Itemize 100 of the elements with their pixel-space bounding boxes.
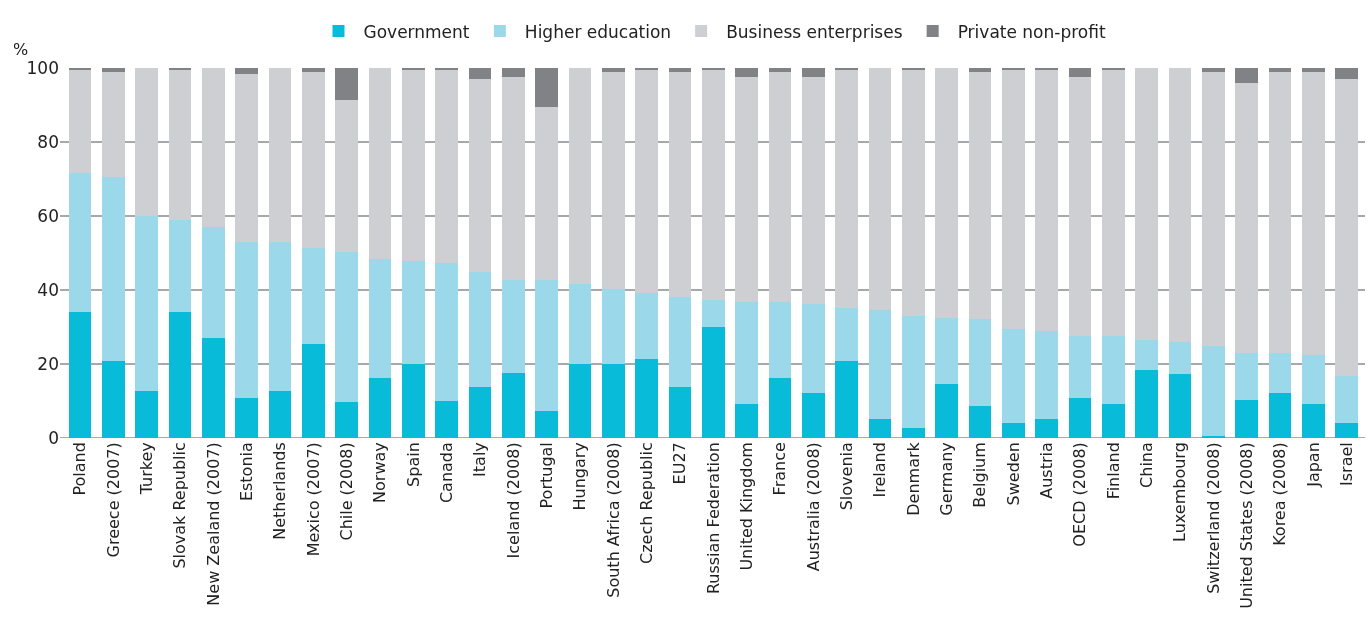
bar <box>268 68 292 242</box>
legend-label: Business enterprises <box>726 21 903 42</box>
bar <box>1035 69 1058 332</box>
x-tick-label: Slovenia <box>836 442 856 511</box>
bar <box>535 410 558 438</box>
bar <box>468 271 492 388</box>
x-tick-label: Czech Republic <box>636 442 656 565</box>
bar <box>1035 331 1058 420</box>
bar <box>735 301 758 404</box>
bar <box>1135 339 1158 371</box>
x-tick-label: Canada <box>436 442 456 504</box>
x-tick-label: Chile (2008) <box>336 442 356 541</box>
bar <box>535 280 558 411</box>
bar <box>568 284 592 364</box>
bar <box>202 68 225 228</box>
bar <box>568 68 592 285</box>
bar <box>335 99 358 252</box>
bar <box>1202 68 1225 73</box>
bar <box>335 402 358 438</box>
bar <box>902 69 925 317</box>
bar <box>735 68 758 77</box>
x-tick-label: Slovak Republic <box>170 442 190 569</box>
y-tick-label: 80 <box>37 131 59 152</box>
x-tick-label: Australia (2008) <box>803 442 823 572</box>
bar <box>1135 370 1158 438</box>
bar <box>1302 72 1325 356</box>
bar <box>102 177 125 362</box>
bar <box>502 68 525 77</box>
bar <box>802 68 825 77</box>
bar <box>202 227 225 339</box>
bar <box>1268 393 1292 438</box>
x-tick-label: Hungary <box>570 442 590 511</box>
bar <box>835 361 858 438</box>
bar <box>602 363 625 438</box>
bar <box>135 391 158 438</box>
bar <box>135 216 158 392</box>
x-tick-label: Austria <box>1036 442 1056 499</box>
bar <box>702 300 725 327</box>
bar <box>1202 72 1225 347</box>
bar <box>535 68 558 107</box>
x-tick-label: United States (2008) <box>1236 442 1256 609</box>
bar <box>168 220 192 312</box>
x-tick-label: OECD (2008) <box>1070 442 1090 547</box>
y-tick-label: 100 <box>26 57 59 78</box>
x-tick-label: Netherlands <box>270 442 290 540</box>
bar <box>468 78 492 272</box>
bar <box>935 384 958 438</box>
bar <box>168 311 192 438</box>
x-tick-label: Japan <box>1303 442 1323 488</box>
bar <box>202 338 225 438</box>
bar <box>535 106 558 281</box>
bar <box>368 378 392 438</box>
bar <box>702 327 725 438</box>
bar <box>1235 352 1258 401</box>
bar <box>102 68 125 73</box>
bar <box>302 68 325 73</box>
bar <box>1102 336 1125 404</box>
bar <box>1068 68 1092 77</box>
bar <box>368 68 392 259</box>
y-tick-label: 0 <box>48 427 59 448</box>
x-tick-label: Estonia <box>236 442 256 502</box>
bar <box>835 308 858 362</box>
bar <box>735 403 758 438</box>
bar <box>1268 72 1292 353</box>
bar <box>635 292 658 360</box>
bar <box>68 69 92 174</box>
bar <box>1235 83 1258 353</box>
bar <box>235 241 258 398</box>
y-tick-label: 40 <box>37 279 59 300</box>
x-tick-label: Russian Federation <box>703 442 723 595</box>
bar <box>1168 68 1192 343</box>
bar <box>1035 419 1058 438</box>
bar <box>668 297 692 388</box>
bar <box>1135 68 1158 340</box>
bar <box>502 76 525 281</box>
bar <box>935 68 958 319</box>
bar <box>268 391 292 438</box>
bar <box>1335 68 1358 79</box>
x-tick-label: Turkey <box>136 442 156 496</box>
bar <box>368 258 392 379</box>
bar <box>1168 374 1192 438</box>
bar <box>1335 423 1358 438</box>
bar <box>668 387 692 438</box>
bar <box>602 72 625 289</box>
bar <box>768 378 792 438</box>
bar <box>802 304 825 394</box>
bar <box>768 301 792 379</box>
bar <box>502 372 525 438</box>
bar <box>1068 398 1092 438</box>
x-tick-label: Switzerland (2008) <box>1203 442 1223 594</box>
x-tick-label: China <box>1136 442 1156 488</box>
x-tick-label: Portugal <box>536 442 556 509</box>
x-tick-label: Israel <box>1336 442 1356 486</box>
bar <box>1002 423 1025 438</box>
x-tick-label: EU27 <box>670 442 690 485</box>
bar <box>902 428 925 438</box>
bar <box>1002 69 1025 330</box>
bar <box>568 363 592 438</box>
bar <box>102 72 125 178</box>
bar <box>468 387 492 438</box>
